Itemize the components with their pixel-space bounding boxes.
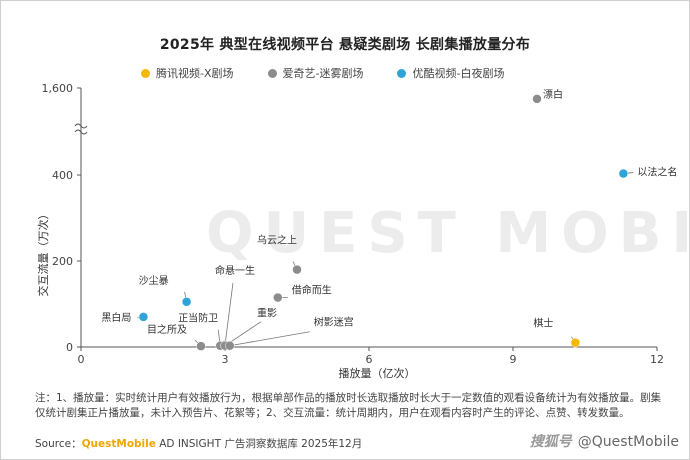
chart-title: 2025年 典型在线视频平台 悬疑类剧场 长剧集播放量分布 [159, 37, 531, 53]
y-tick-label: 400 [52, 169, 73, 182]
legend-item: 爱奇艺-迷雾剧场 [267, 65, 364, 81]
source-line: Source：QuestMobile AD INSIGHT 广告洞察数据库 20… [35, 436, 362, 451]
legend-swatch [397, 68, 407, 78]
x-tick-label: 0 [78, 353, 85, 366]
data-label: 借命而生 [292, 284, 332, 297]
legend-item: 腾讯视频-X剧场 [141, 65, 234, 81]
data-label: 以法之名 [637, 166, 677, 179]
x-tick-label: 6 [366, 353, 373, 366]
x-axis-label: 播放量（亿次） [339, 366, 416, 380]
data-label: 棋士 [533, 317, 553, 330]
x-tick-label: 9 [510, 353, 517, 366]
legend-item: 优酷视频-白夜剧场 [397, 65, 504, 81]
source-prefix: Source： [35, 438, 82, 450]
legend-label: 腾讯视频-X剧场 [156, 67, 234, 80]
data-point [181, 297, 192, 307]
data-point [273, 292, 283, 303]
data-point [570, 337, 581, 348]
data-label: 重影 [257, 307, 277, 320]
data-label: 黑白局 [101, 311, 131, 324]
legend-label: 爱奇艺-迷雾剧场 [282, 67, 364, 80]
data-label: 命悬一生 [215, 264, 255, 277]
y-axis-break-mark [74, 123, 88, 135]
data-label: 目之所及 [147, 323, 187, 336]
data-label: 乌云之上 [257, 234, 297, 247]
source-brand: QuestMobile [81, 438, 156, 450]
y-tick-label: 1,600 [42, 82, 74, 95]
data-point [138, 312, 149, 322]
data-label: 正当防卫 [178, 312, 218, 325]
source-rest: AD INSIGHT 广告洞察数据库 2025年12月 [155, 438, 363, 450]
x-tick-label: 3 [222, 353, 229, 366]
data-label: 漂白 [543, 88, 563, 101]
data-label: 树影迷宫 [314, 316, 354, 329]
data-point [532, 94, 542, 104]
footnote: 注：1、播放量：实时统计用户有效播放行为，根据单部作品的播放时长选取播放时长大于… [35, 392, 662, 419]
credit-handle: @QuestMobile [577, 434, 679, 450]
legend-swatch [141, 68, 150, 78]
y-tick-label: 200 [52, 255, 73, 268]
legend-label: 优酷视频-白夜剧场 [412, 67, 505, 80]
data-point [292, 264, 302, 275]
legend: 腾讯视频-X剧场 爱奇艺-迷雾剧场 优酷视频-白夜剧场 [141, 65, 504, 81]
x-tick-label: 12 [650, 353, 664, 366]
data-point [618, 168, 629, 179]
data-point [196, 341, 206, 351]
data-label-leader [229, 331, 310, 347]
legend-swatch [267, 68, 277, 78]
data-label: 沙尘暴 [139, 275, 169, 287]
credit: 搜狐号 @QuestMobile [530, 431, 679, 451]
y-axis-label: 交互流量（万次） [36, 209, 50, 297]
data-point [225, 340, 235, 351]
watermark: QUEST MOBILE [206, 201, 689, 266]
data-label-leader [224, 282, 234, 345]
y-tick-label: 0 [66, 341, 73, 354]
credit-platform: 搜狐号 [529, 434, 572, 450]
